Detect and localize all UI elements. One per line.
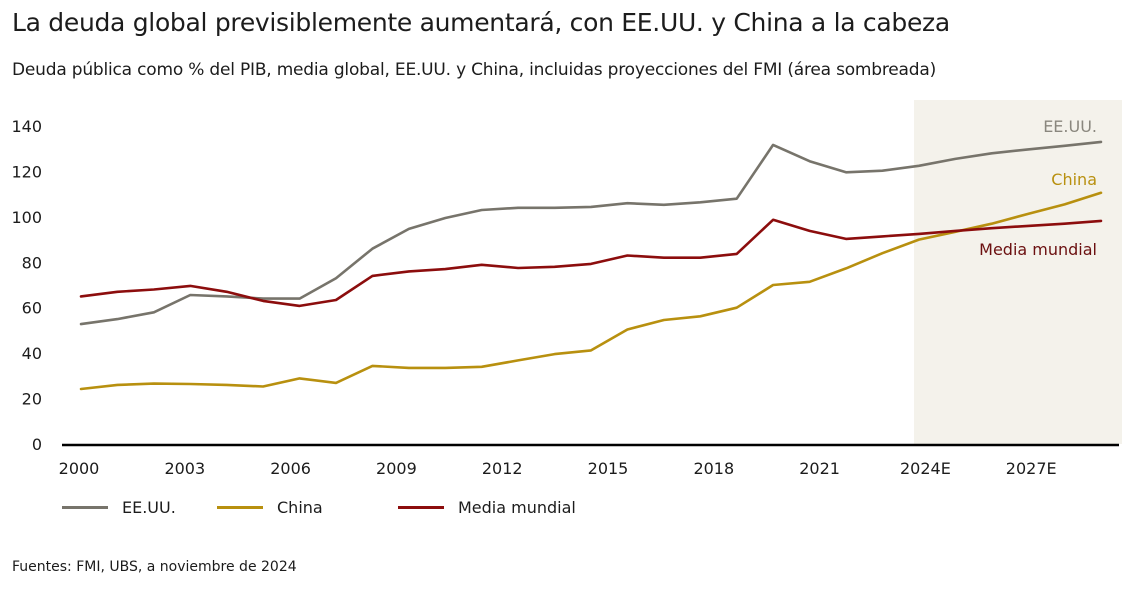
x-tick-label: 2015 bbox=[588, 459, 629, 478]
series-lines bbox=[79, 140, 1103, 391]
chart-subtitle: Deuda pública como % del PIB, media glob… bbox=[12, 60, 937, 80]
legend-swatch-eeuu bbox=[62, 506, 108, 509]
legend-item-eeuu: EE.UU. bbox=[62, 498, 176, 517]
x-tick-label: 2006 bbox=[270, 459, 311, 478]
x-tick-label: 2012 bbox=[482, 459, 523, 478]
series-annotations: EE.UU. China Media mundial bbox=[979, 117, 1097, 259]
legend-label-china: China bbox=[277, 498, 323, 517]
legend-label-eeuu: EE.UU. bbox=[122, 498, 176, 517]
x-tick-label: 2018 bbox=[693, 459, 734, 478]
legend-item-media-mundial: Media mundial bbox=[398, 498, 576, 517]
x-tick-label: 2009 bbox=[376, 459, 417, 478]
y-tick-label: 20 bbox=[22, 390, 42, 409]
x-tick-label: 2027E bbox=[1006, 459, 1057, 478]
x-tick-label: 2003 bbox=[164, 459, 205, 478]
legend-swatch-media-mundial bbox=[398, 506, 444, 509]
y-axis-ticks: 0 20 40 60 80 100 120 140 bbox=[11, 117, 42, 454]
series-annotation-media-mundial: Media mundial bbox=[979, 240, 1097, 259]
y-tick-label: 120 bbox=[11, 162, 42, 181]
y-tick-label: 40 bbox=[22, 344, 42, 363]
legend-label-media-mundial: Media mundial bbox=[458, 498, 576, 517]
series-annotation-ee-uu: EE.UU. bbox=[1043, 117, 1097, 136]
x-axis-ticks: 2000 2003 2006 2009 2012 2015 2018 2021 2024E 202… bbox=[59, 459, 1057, 478]
chart-title: La deuda global previsiblemente aumentar… bbox=[12, 8, 950, 37]
projection-shaded-area bbox=[914, 100, 1122, 444]
y-tick-label: 60 bbox=[22, 299, 42, 318]
x-tick-label: 2000 bbox=[59, 459, 100, 478]
x-tick-label: 2021 bbox=[799, 459, 840, 478]
x-tick-label: 2024E bbox=[900, 459, 951, 478]
y-tick-label: 80 bbox=[22, 253, 42, 272]
y-tick-label: 140 bbox=[11, 117, 42, 136]
y-tick-label: 100 bbox=[11, 208, 42, 227]
series-line-media-mundial bbox=[79, 218, 1103, 308]
source-note: Fuentes: FMI, UBS, a noviembre de 2024 bbox=[12, 559, 297, 575]
y-tick-label: 0 bbox=[32, 435, 42, 454]
legend-swatch-china bbox=[217, 506, 263, 509]
series-annotation-china: China bbox=[1051, 170, 1097, 189]
legend-item-china: China bbox=[217, 498, 323, 517]
series-line-china bbox=[79, 191, 1103, 391]
